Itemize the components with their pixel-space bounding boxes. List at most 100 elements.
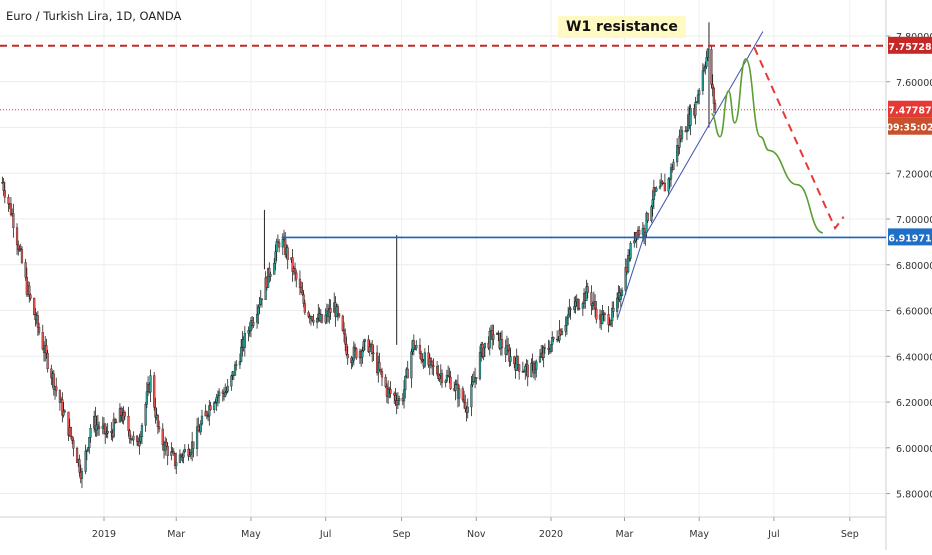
candle-body [669, 167, 673, 180]
candle-body [200, 415, 204, 425]
candle-body [650, 206, 653, 222]
candle-body [58, 390, 62, 403]
candle-body [378, 362, 381, 370]
w1-resistance-annotation: W1 resistance [558, 16, 686, 38]
candle-body [705, 57, 708, 67]
candle-body [393, 393, 396, 396]
y-tick-label: 7.60000 [896, 78, 932, 89]
candle-body [37, 327, 41, 333]
x-tick-label: Sep [393, 529, 411, 540]
candle-body [15, 227, 19, 246]
candle-body [215, 396, 218, 403]
trend-line [616, 31, 764, 320]
y-tick-label: 7.20000 [896, 169, 932, 180]
candle-body [368, 346, 371, 352]
x-tick-label: Sep [841, 529, 859, 540]
resistance-price-label-bg [888, 36, 932, 54]
candle-body [301, 292, 304, 295]
y-tick-label: 6.40000 [896, 352, 932, 363]
resistance-price-label: 7.75728 [888, 42, 932, 53]
candle-body [89, 427, 92, 438]
candle-body [112, 419, 115, 437]
candle-body [578, 307, 581, 310]
candle-body [255, 314, 259, 323]
candle-body [293, 268, 297, 274]
candle-body [478, 352, 482, 379]
candle-body [45, 345, 48, 354]
candle-body [104, 423, 107, 435]
candle-body [258, 304, 261, 308]
candle-body [29, 294, 32, 299]
y-tick-label: 6.20000 [896, 398, 932, 409]
candle-body [549, 344, 553, 352]
candle-body [538, 356, 542, 363]
candle-body [513, 356, 516, 365]
candle-body [651, 199, 654, 207]
candle-body [711, 84, 714, 89]
candle-body [526, 364, 529, 378]
candle-body [353, 346, 357, 349]
candle-body [629, 242, 632, 259]
candle-body [189, 452, 193, 456]
candle-body [78, 459, 81, 473]
candle-body [52, 373, 55, 390]
candle-body [175, 462, 178, 466]
candle-body [533, 369, 537, 374]
candle-body [183, 448, 186, 453]
candle-body [197, 426, 200, 431]
candle-body [278, 242, 281, 248]
candle-body [436, 366, 439, 375]
candle-body [221, 391, 224, 394]
candle-body [619, 295, 622, 300]
candle-body [46, 352, 49, 370]
candle-body [696, 94, 700, 103]
x-tick-label: Nov [467, 529, 486, 540]
candle-body [28, 285, 31, 296]
candle-body [380, 371, 384, 378]
candle-body [195, 426, 199, 449]
candle-body [402, 389, 406, 402]
candle-body [24, 262, 27, 278]
candle-body [158, 426, 161, 430]
candle-body [543, 347, 546, 349]
candle-body [706, 49, 709, 58]
candle-body [547, 348, 550, 350]
candle-body [461, 388, 464, 401]
candle-body [601, 314, 604, 324]
candle-body [7, 196, 10, 205]
candle-body [62, 410, 65, 416]
candle-body [398, 397, 401, 401]
candle-body [500, 339, 504, 349]
candle-body [396, 400, 400, 405]
candle-body [462, 399, 466, 403]
candle-body [483, 342, 486, 349]
candle-body [431, 360, 434, 366]
candle-body [55, 386, 58, 391]
candle-body [406, 368, 409, 379]
y-tick-label: 7.00000 [896, 215, 932, 226]
candle-body [530, 362, 533, 378]
candle-body [123, 412, 126, 417]
candle-body [226, 385, 229, 392]
candle-body [240, 346, 243, 362]
candle-body [101, 425, 104, 429]
candle-body [182, 451, 185, 458]
candle-body [96, 424, 99, 427]
candle-body [573, 306, 576, 310]
candle-body [590, 292, 593, 306]
candle-body [710, 49, 713, 85]
candle-body [166, 446, 169, 456]
candle-body [311, 316, 314, 321]
candle-body [620, 290, 624, 296]
y-tick-label: 6.80000 [896, 261, 932, 272]
candle-body [20, 249, 24, 263]
candle-body [676, 145, 679, 163]
candle-body [389, 389, 392, 394]
candle-body [372, 352, 375, 355]
projection-arrow [753, 47, 845, 231]
candle-body [413, 347, 417, 350]
candle-body [702, 67, 706, 71]
candle-body [199, 423, 202, 433]
